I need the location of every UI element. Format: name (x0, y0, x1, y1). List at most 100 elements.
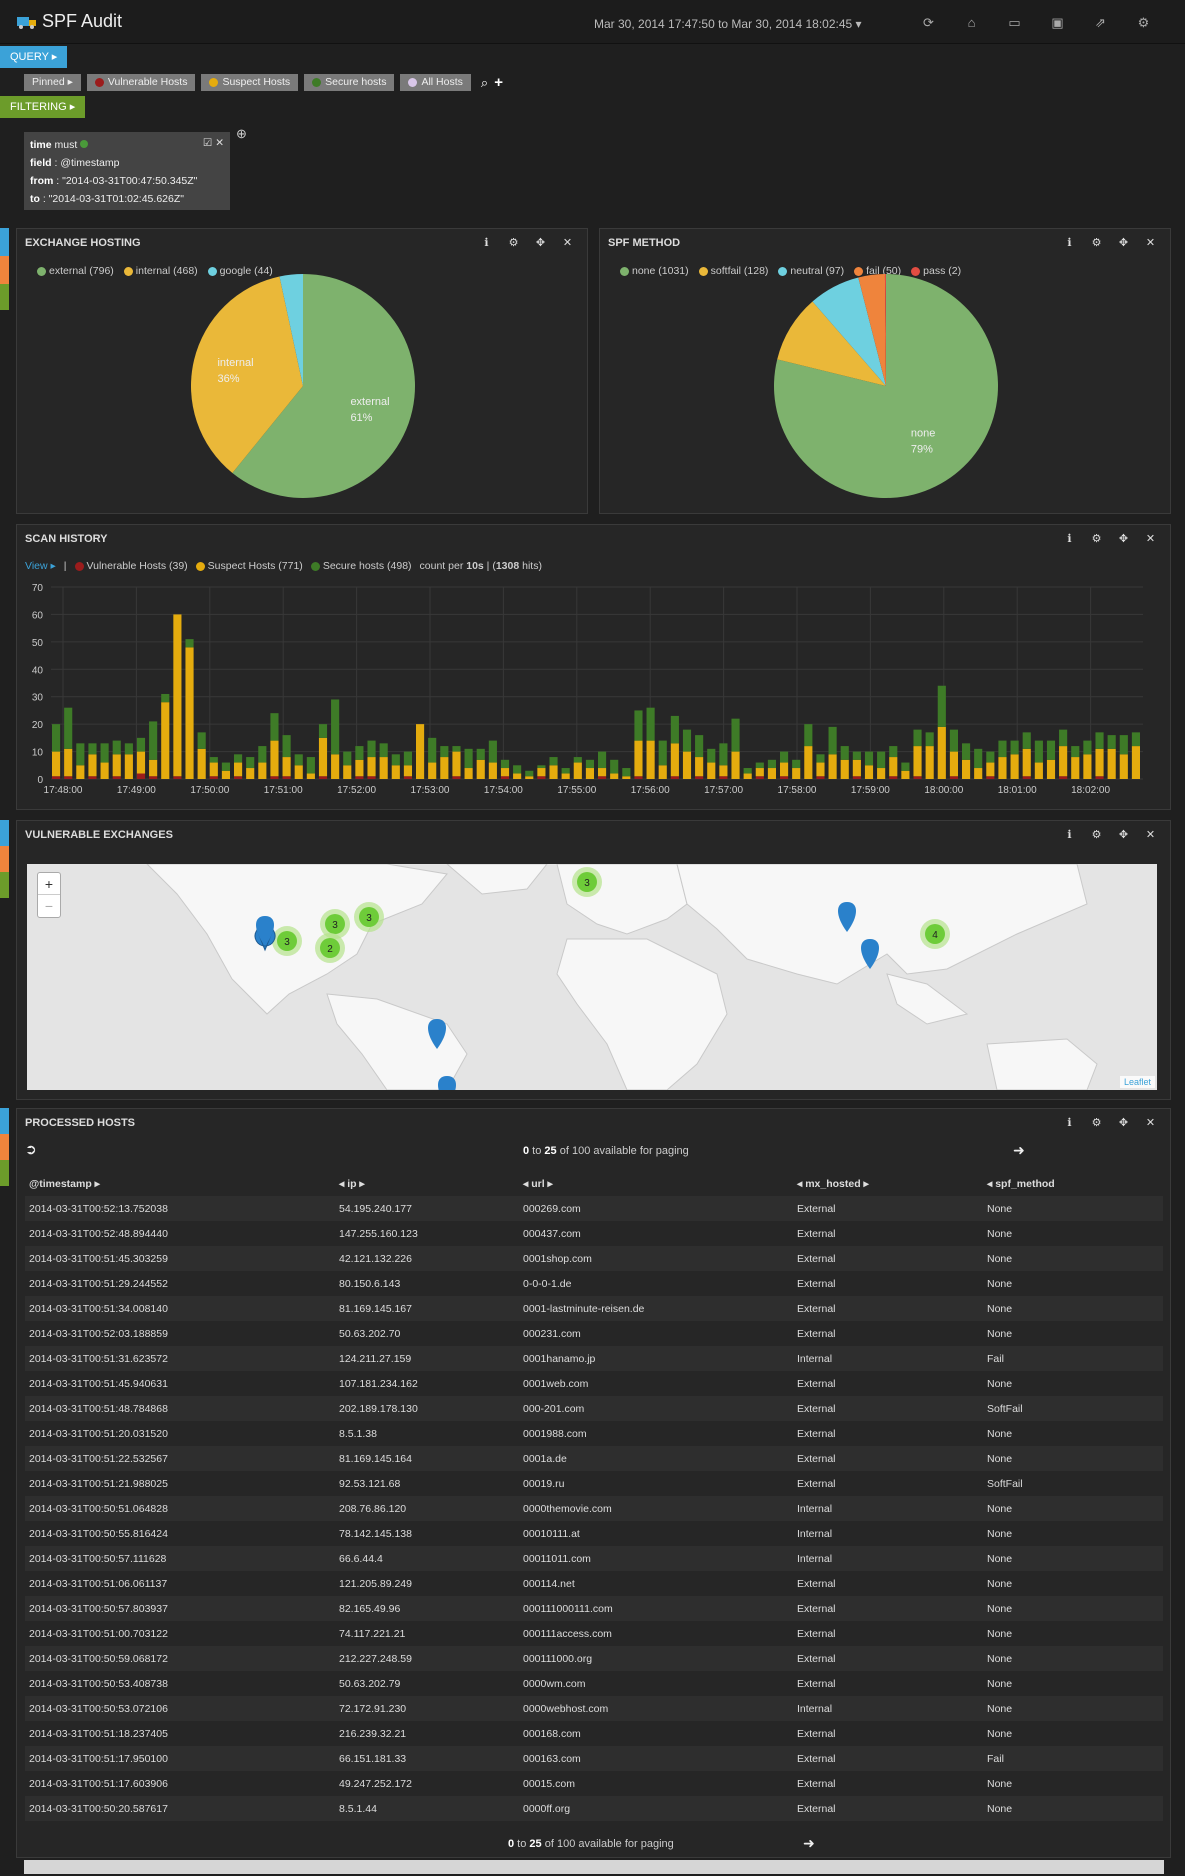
bar-vulnerable-hosts[interactable] (986, 776, 995, 779)
bar-secure-hosts[interactable] (258, 746, 267, 763)
bar-suspect-hosts[interactable] (391, 765, 400, 779)
bar-vulnerable-hosts[interactable] (270, 776, 279, 779)
bar-suspect-hosts[interactable] (112, 754, 121, 777)
bar-secure-hosts[interactable] (1095, 732, 1104, 749)
legend-item[interactable]: external (796) (37, 265, 114, 277)
share-icon[interactable]: ⇗ (1095, 15, 1106, 30)
bar-secure-hosts[interactable] (901, 762, 910, 771)
table-row[interactable]: 2014-03-31T00:50:57.111628 66.6.44.4 00011… (25, 1546, 1163, 1571)
bar-suspect-hosts[interactable] (755, 768, 764, 777)
bar-vulnerable-hosts[interactable] (52, 776, 61, 779)
bar-secure-hosts[interactable] (149, 721, 158, 760)
time-range-picker[interactable]: Mar 30, 2014 17:47:50 to Mar 30, 2014 18… (594, 17, 862, 31)
marker-cluster[interactable]: 3 (272, 926, 302, 956)
bar-suspect-hosts[interactable] (840, 759, 849, 779)
legend-item[interactable]: Vulnerable Hosts (39) (74, 560, 188, 572)
bar-suspect-hosts[interactable] (852, 759, 861, 777)
bar-vulnerable-hosts[interactable] (282, 776, 291, 779)
legend-item[interactable]: fail (50) (854, 265, 901, 277)
bar-suspect-hosts[interactable] (780, 762, 789, 777)
bar-vulnerable-hosts[interactable] (719, 776, 728, 779)
view-menu[interactable]: View ▸ (25, 560, 56, 572)
legend-item[interactable]: internal (468) (123, 265, 198, 277)
bar-secure-hosts[interactable] (573, 757, 582, 763)
bar-vulnerable-hosts[interactable] (112, 776, 121, 779)
bar-vulnerable-hosts[interactable] (1059, 776, 1068, 779)
bar-suspect-hosts[interactable] (816, 762, 825, 777)
bar-secure-hosts[interactable] (282, 735, 291, 758)
bar-secure-hosts[interactable] (161, 693, 170, 703)
move-icon[interactable]: ✥ (1118, 1117, 1129, 1129)
table-row[interactable]: 2014-03-31T00:50:57.803937 82.165.49.96 00… (25, 1596, 1163, 1621)
table-row[interactable]: 2014-03-31T00:52:13.752038 54.195.240.177… (25, 1196, 1163, 1221)
query-pill-secure[interactable]: Secure hosts (304, 74, 395, 91)
marker-cluster[interactable]: 4 (920, 919, 950, 949)
bar-secure-hosts[interactable] (1022, 732, 1031, 749)
bar-secure-hosts[interactable] (52, 724, 61, 752)
folder-open-icon[interactable]: ▭ (1008, 15, 1021, 30)
column-header-ip[interactable]: ◂ ip ▸ (339, 1178, 365, 1190)
query-pill-vulnerable[interactable]: Vulnerable Hosts (86, 74, 196, 91)
bar-vulnerable-hosts[interactable] (318, 776, 328, 779)
bar-secure-hosts[interactable] (755, 762, 764, 769)
bar-secure-hosts[interactable] (561, 768, 570, 774)
bar-vulnerable-hosts[interactable] (1095, 776, 1104, 779)
bar-secure-hosts[interactable] (343, 751, 352, 766)
column-header-spf-method[interactable]: ◂ spf_method (987, 1178, 1055, 1190)
horizontal-scrollbar[interactable] (24, 1860, 1164, 1874)
remove-filter-icon[interactable]: ✕ (215, 137, 224, 149)
bar-suspect-hosts[interactable] (88, 754, 97, 777)
pie-slice-neutral[interactable] (812, 277, 886, 386)
bar-suspect-hosts[interactable] (476, 759, 485, 779)
close-icon[interactable]: ✕ (1145, 237, 1156, 249)
table-row[interactable]: 2014-03-31T00:51:22.532567 81.169.145.164… (25, 1446, 1163, 1471)
bar-suspect-hosts[interactable] (76, 765, 85, 779)
bar-secure-hosts[interactable] (246, 757, 255, 769)
info-icon[interactable]: ℹ (1067, 533, 1072, 545)
bar-suspect-hosts[interactable] (913, 746, 922, 777)
map-pin-icon[interactable] (838, 902, 856, 932)
bar-vulnerable-hosts[interactable] (500, 776, 510, 779)
bar-suspect-hosts[interactable] (1022, 748, 1031, 777)
map-pin-icon[interactable] (256, 916, 274, 946)
bar-suspect-hosts[interactable] (901, 770, 910, 779)
bar-suspect-hosts[interactable] (986, 762, 995, 777)
gear-icon[interactable]: ⚙ (508, 237, 519, 249)
bar-secure-hosts[interactable] (318, 724, 328, 738)
bar-vulnerable-hosts[interactable] (598, 776, 607, 779)
column-header-mx-hosted[interactable]: ◂ mx_hosted ▸ (797, 1178, 869, 1190)
bar-suspect-hosts[interactable] (1119, 754, 1128, 779)
bar-vulnerable-hosts[interactable] (452, 776, 461, 779)
bar-secure-hosts[interactable] (440, 746, 449, 758)
bar-suspect-hosts[interactable] (100, 762, 109, 779)
bar-secure-hosts[interactable] (513, 765, 522, 774)
bar-suspect-hosts[interactable] (792, 768, 801, 779)
bar-vulnerable-hosts[interactable] (234, 776, 243, 779)
bar-secure-hosts[interactable] (221, 762, 230, 771)
bar-suspect-hosts[interactable] (634, 740, 643, 777)
bar-suspect-hosts[interactable] (974, 768, 983, 779)
table-row[interactable]: 2014-03-31T00:50:55.816424 78.142.145.138… (25, 1521, 1163, 1546)
move-icon[interactable]: ✥ (1118, 829, 1129, 841)
app-brand[interactable]: SPF Audit (16, 11, 122, 32)
pie-slice-internal[interactable] (191, 276, 303, 473)
bar-secure-hosts[interactable] (1107, 735, 1116, 749)
home-icon[interactable]: ⌂ (967, 15, 976, 30)
bar-secure-hosts[interactable] (670, 715, 679, 744)
table-row[interactable]: 2014-03-31T00:51:45.303259 42.121.132.226… (25, 1246, 1163, 1271)
bar-suspect-hosts[interactable] (1034, 762, 1043, 779)
pie-slice-softfail[interactable] (777, 301, 886, 386)
bar-suspect-hosts[interactable] (52, 751, 61, 777)
bar-suspect-hosts[interactable] (561, 773, 570, 779)
bar-vulnerable-hosts[interactable] (88, 776, 97, 779)
bar-suspect-hosts[interactable] (173, 614, 182, 777)
pie-slice-external[interactable] (232, 274, 415, 498)
info-icon[interactable]: ℹ (1067, 237, 1072, 249)
bar-suspect-hosts[interactable] (707, 762, 716, 779)
bar-secure-hosts[interactable] (682, 729, 692, 752)
table-row[interactable]: 2014-03-31T00:51:06.061137 121.205.89.249… (25, 1571, 1163, 1596)
bar-suspect-hosts[interactable] (221, 770, 230, 779)
bar-suspect-hosts[interactable] (743, 773, 752, 779)
bar-secure-hosts[interactable] (792, 759, 801, 769)
table-row[interactable]: 2014-03-31T00:51:20.031520 8.5.1.38 000198… (25, 1421, 1163, 1446)
